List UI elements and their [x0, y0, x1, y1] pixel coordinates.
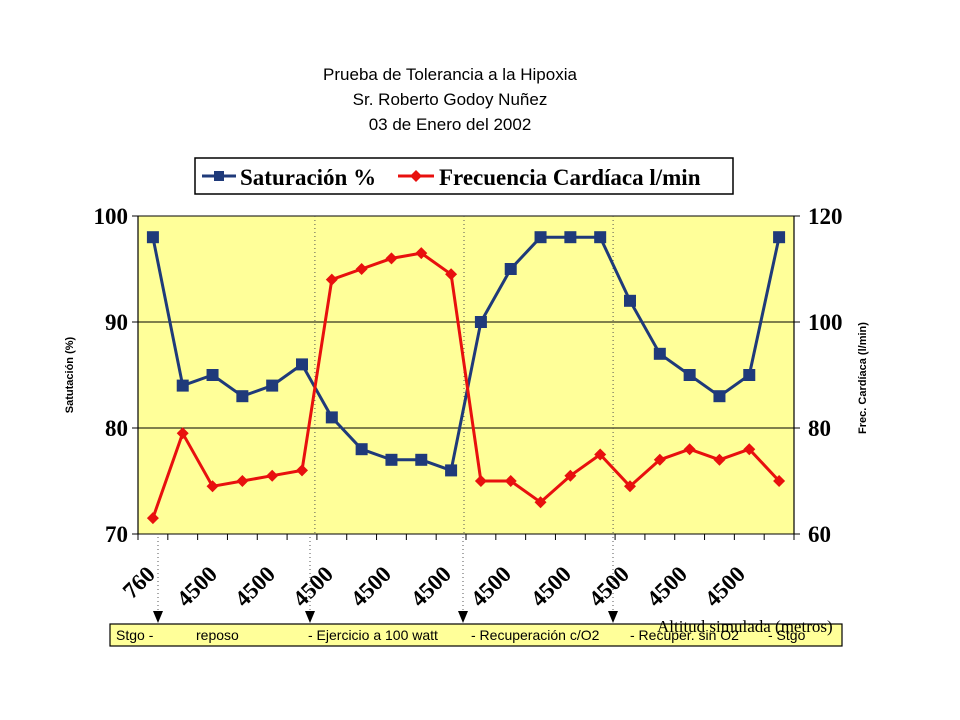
data-point-saturacion — [534, 231, 547, 244]
x-tick-label: 4500 — [700, 561, 750, 611]
data-point-frecuencia — [713, 453, 726, 466]
data-point-frecuencia — [296, 464, 308, 477]
chart-title-line-1: Prueba de Tolerancia a la Hipoxia — [323, 65, 577, 84]
data-point-frecuencia — [385, 252, 398, 265]
phase-label-reposo: reposo — [196, 627, 239, 643]
data-point-saturacion — [415, 453, 428, 466]
right-axis-title: Frec. Cardíaca (l/min) — [857, 322, 869, 434]
data-point-frecuencia — [236, 475, 249, 487]
series-line-frecuencia — [151, 251, 781, 519]
data-point-saturacion — [146, 231, 159, 244]
data-point-frecuencia — [504, 475, 517, 487]
gridlines — [138, 321, 794, 429]
phase-label-stgo-start: Stgo - — [116, 627, 154, 643]
x-tick-label: 4500 — [346, 561, 396, 611]
left-y-tick-label: 80 — [105, 416, 128, 441]
data-point-saturacion — [445, 464, 458, 477]
right-y-axis: 60 80 100 120 — [793, 204, 843, 547]
data-point-frecuencia — [594, 448, 607, 461]
phase-label-ejercicio: - Ejercicio a 100 watt — [308, 627, 438, 643]
data-point-frecuencia — [266, 469, 279, 482]
phase-arrow-head — [305, 611, 315, 623]
phase-arrow-head — [153, 611, 163, 623]
data-point-frecuencia — [415, 247, 428, 260]
legend-marker-saturacion — [214, 171, 224, 181]
data-point-saturacion — [743, 369, 756, 381]
data-point-saturacion — [355, 443, 368, 456]
data-point-saturacion — [683, 369, 696, 381]
data-point-saturacion — [713, 390, 726, 403]
data-point-saturacion — [474, 316, 487, 328]
data-point-saturacion — [385, 453, 398, 466]
legend: Saturación % Frecuencia Cardíaca l/min — [194, 157, 734, 195]
data-point-frecuencia — [325, 273, 338, 286]
data-point-frecuencia — [743, 443, 756, 456]
x-tick-label: 4500 — [230, 561, 280, 611]
data-point-frecuencia — [176, 427, 189, 440]
left-axis-title: Satutación (%) — [64, 336, 76, 413]
x-axis-ticks — [137, 534, 795, 540]
phase-bar — [109, 623, 843, 647]
data-point-frecuencia — [206, 480, 219, 493]
data-point-frecuencia — [624, 480, 636, 493]
x-axis-tick-labels: 760 4500 4500 4500 4500 4500 4500 4500 4500 4500 4… — [118, 561, 750, 611]
right-y-tick-label: 100 — [808, 310, 843, 335]
left-y-tick-label: 90 — [105, 310, 128, 335]
data-point-saturacion — [624, 294, 636, 307]
data-point-saturacion — [653, 347, 666, 360]
right-y-tick-label: 120 — [808, 204, 843, 229]
data-point-saturacion — [176, 379, 189, 392]
phase-arrow-head — [608, 611, 618, 623]
x-tick-label: 4500 — [526, 561, 576, 611]
phase-arrow-head — [458, 611, 468, 623]
phase-label-recuperacion-o2: - Recuperación c/O2 — [471, 627, 600, 643]
x-tick-label: 4500 — [466, 561, 516, 611]
x-tick-label: 760 — [118, 561, 160, 603]
left-y-tick-label: 70 — [105, 522, 128, 547]
phase-label-stgo-end: - Stgo — [768, 627, 806, 643]
data-point-saturacion — [296, 358, 308, 371]
chart-title-line-3: 03 de Enero del 2002 — [368, 115, 532, 134]
data-point-saturacion — [236, 390, 249, 403]
legend-label-frecuencia: Frecuencia Cardíaca l/min — [439, 165, 701, 190]
phase-separators — [314, 216, 614, 534]
x-tick-label: 4500 — [406, 561, 456, 611]
right-y-tick-label: 60 — [808, 522, 831, 547]
x-tick-label: 4500 — [642, 561, 692, 611]
phase-arrows — [153, 537, 618, 623]
data-point-saturacion — [325, 411, 338, 424]
right-y-tick-label: 80 — [808, 416, 831, 441]
data-point-frecuencia — [534, 496, 547, 509]
data-point-frecuencia — [653, 453, 666, 466]
legend-label-saturacion: Saturación % — [240, 165, 376, 190]
data-point-frecuencia — [355, 263, 368, 275]
data-point-frecuencia — [683, 443, 696, 456]
x-tick-label: 4500 — [172, 561, 222, 611]
data-point-frecuencia — [445, 268, 458, 281]
series-lines — [151, 235, 781, 519]
left-y-tick-label: 100 — [94, 204, 129, 229]
data-point-frecuencia — [474, 475, 487, 487]
data-point-saturacion — [206, 369, 219, 381]
phase-label-recuperacion-sin-o2: - Recuper. sin O2 — [630, 627, 739, 643]
legend-marker-frecuencia — [410, 170, 422, 182]
x-tick-label: 4500 — [288, 561, 338, 611]
series-line-saturacion — [151, 235, 781, 472]
data-point-saturacion — [773, 231, 786, 244]
data-point-frecuencia — [146, 512, 159, 525]
data-point-saturacion — [594, 231, 607, 244]
data-point-saturacion — [504, 263, 517, 275]
x-axis-title: Altitud simulada (metros) — [657, 617, 833, 636]
chart-title: Prueba de Tolerancia a la Hipoxia Sr. Ro… — [0, 62, 900, 137]
data-point-saturacion — [564, 231, 577, 244]
left-y-axis: 70 80 90 100 — [94, 204, 139, 547]
chart-title-line-2: Sr. Roberto Godoy Nuñez — [352, 90, 548, 109]
data-point-frecuencia — [773, 475, 786, 487]
legend-box — [194, 157, 734, 195]
x-tick-label: 4500 — [584, 561, 634, 611]
data-point-frecuencia — [564, 469, 577, 482]
series-markers — [146, 231, 786, 525]
data-point-saturacion — [266, 379, 279, 392]
